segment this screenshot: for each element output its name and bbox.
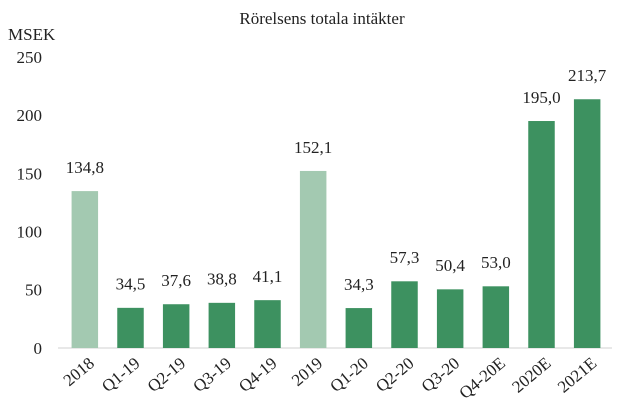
bar bbox=[117, 307, 144, 348]
x-tick-label: 2018 bbox=[60, 354, 98, 390]
y-tick-label: 200 bbox=[17, 106, 43, 125]
value-label: 41,1 bbox=[253, 267, 283, 286]
value-label: 195,0 bbox=[522, 88, 560, 107]
chart-title: Rörelsens totala intäkter bbox=[239, 9, 405, 28]
value-label: 34,3 bbox=[344, 275, 374, 294]
x-tick-label: 2020E bbox=[508, 354, 554, 397]
x-tick-label: Q4-19 bbox=[235, 354, 280, 396]
bar bbox=[345, 308, 373, 348]
bar bbox=[162, 304, 190, 348]
value-label: 134,8 bbox=[66, 158, 104, 177]
y-tick-label: 50 bbox=[25, 281, 42, 300]
value-label: 50,4 bbox=[435, 256, 465, 275]
x-tick-label: Q1-19 bbox=[98, 354, 144, 396]
bar bbox=[391, 281, 418, 348]
bar bbox=[528, 121, 555, 349]
x-tick-label: Q2-19 bbox=[144, 354, 190, 396]
x-tick-label: Q2-20 bbox=[372, 354, 417, 396]
x-tick-label: 2019 bbox=[288, 354, 326, 390]
y-tick-label: 250 bbox=[17, 48, 43, 67]
value-label: 34,5 bbox=[116, 275, 146, 294]
bar bbox=[299, 170, 327, 348]
bar bbox=[436, 289, 464, 348]
value-label: 38,8 bbox=[207, 270, 237, 289]
y-tick-label: 0 bbox=[34, 339, 43, 358]
value-label: 57,3 bbox=[390, 248, 420, 267]
bar bbox=[482, 286, 510, 348]
x-tick-label: Q3-19 bbox=[189, 354, 234, 396]
x-tick-label: Q4-20E bbox=[455, 354, 508, 403]
x-tick-label: Q1-20 bbox=[326, 354, 371, 396]
bar bbox=[71, 191, 99, 348]
y-axis-label: MSEK bbox=[8, 25, 56, 44]
bar bbox=[208, 302, 236, 348]
value-label: 213,7 bbox=[568, 66, 607, 85]
value-label: 152,1 bbox=[294, 138, 332, 157]
value-label: 37,6 bbox=[161, 271, 191, 290]
x-tick-label: 2021E bbox=[554, 354, 600, 397]
bar bbox=[254, 300, 281, 348]
y-tick-label: 100 bbox=[17, 223, 43, 242]
value-label: 53,0 bbox=[481, 253, 511, 272]
bar bbox=[573, 99, 601, 348]
y-tick-label: 150 bbox=[17, 164, 43, 183]
